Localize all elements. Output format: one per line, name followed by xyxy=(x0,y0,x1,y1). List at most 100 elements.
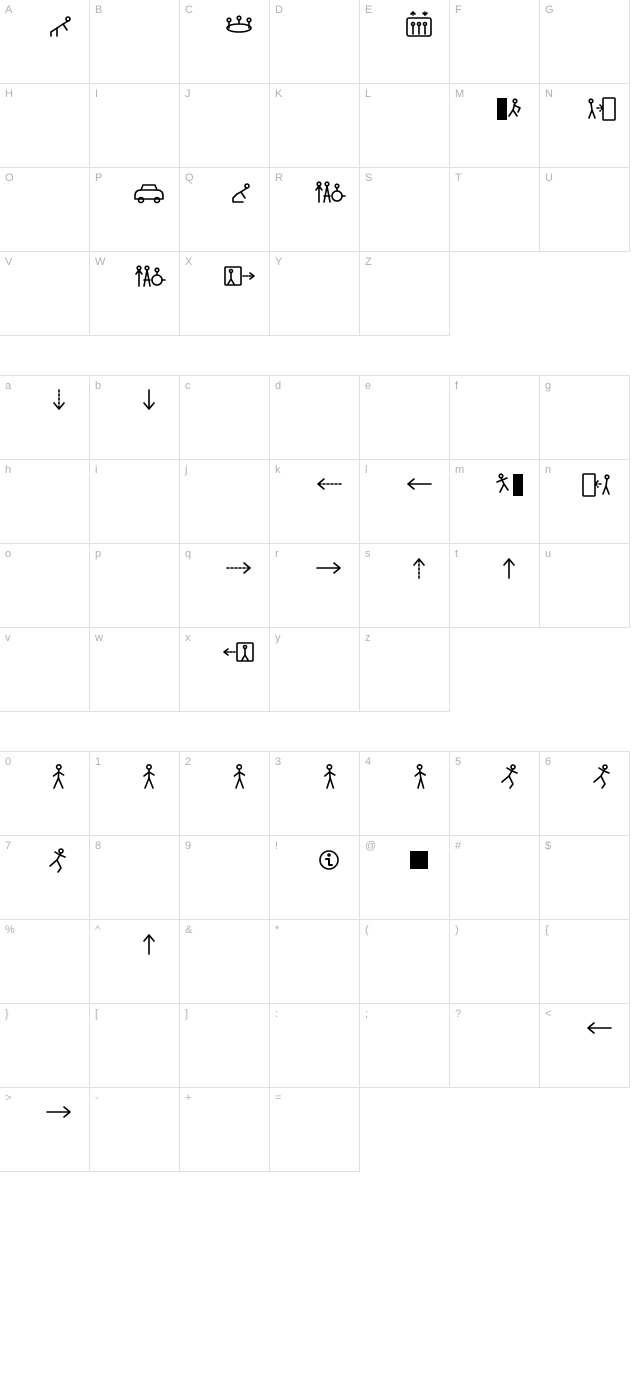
glyph-cell[interactable]: K xyxy=(269,83,360,168)
cell-label: ! xyxy=(275,840,278,852)
glyph-cell[interactable]: 8 xyxy=(89,835,180,920)
glyph-cell[interactable]: E xyxy=(359,0,450,84)
glyph-cell[interactable]: 1 xyxy=(89,751,180,836)
cell-label: @ xyxy=(365,840,376,852)
glyph-cell[interactable]: y xyxy=(269,627,360,712)
glyph-cell[interactable]: 2 xyxy=(179,751,270,836)
glyph-cell[interactable]: ; xyxy=(359,1003,450,1088)
glyph-cell[interactable]: x xyxy=(179,627,270,712)
glyph-cell[interactable]: I xyxy=(89,83,180,168)
cell-label: r xyxy=(275,548,279,560)
glyph-cell[interactable]: d xyxy=(269,375,360,460)
glyph-cell[interactable]: e xyxy=(359,375,450,460)
cell-label: < xyxy=(545,1008,551,1020)
glyph-cell[interactable]: O xyxy=(0,167,90,252)
restroom-trio-icon xyxy=(127,262,171,290)
glyph-cell[interactable]: + xyxy=(179,1087,270,1172)
glyph-cell[interactable]: U xyxy=(539,167,630,252)
glyph-cell[interactable]: # xyxy=(449,835,540,920)
glyph-cell[interactable]: 7 xyxy=(0,835,90,920)
glyph-cell[interactable]: V xyxy=(0,251,90,336)
glyph-cell[interactable]: < xyxy=(539,1003,630,1088)
glyph-cell[interactable]: M xyxy=(449,83,540,168)
cell-label: 6 xyxy=(545,756,551,768)
glyph-cell[interactable]: - xyxy=(89,1087,180,1172)
glyph-cell[interactable]: N xyxy=(539,83,630,168)
glyph-cell[interactable]: l xyxy=(359,459,450,544)
glyph-cell[interactable]: r xyxy=(269,543,360,628)
glyph-cell[interactable]: P xyxy=(89,167,180,252)
glyph-cell[interactable]: 6 xyxy=(539,751,630,836)
glyph-cell[interactable]: i xyxy=(89,459,180,544)
glyph-cell[interactable]: 4 xyxy=(359,751,450,836)
glyph-cell[interactable]: & xyxy=(179,919,270,1004)
glyph-cell[interactable]: = xyxy=(269,1087,360,1172)
glyph-cell[interactable]: 3 xyxy=(269,751,360,836)
glyph-cell[interactable]: W xyxy=(89,251,180,336)
glyph-cell[interactable]: ^ xyxy=(89,919,180,1004)
glyph-cell[interactable]: w xyxy=(89,627,180,712)
glyph-cell[interactable]: z xyxy=(359,627,450,712)
glyph-cell[interactable]: 5 xyxy=(449,751,540,836)
glyph-cell[interactable]: C xyxy=(179,0,270,84)
glyph-cell[interactable]: H xyxy=(0,83,90,168)
glyph-cell[interactable]: k xyxy=(269,459,360,544)
glyph-cell[interactable]: A xyxy=(0,0,90,84)
glyph-cell[interactable]: T xyxy=(449,167,540,252)
glyph-cell[interactable]: f xyxy=(449,375,540,460)
glyph-cell[interactable]: ( xyxy=(359,919,450,1004)
glyph-cell[interactable]: ! xyxy=(269,835,360,920)
glyph-cell[interactable]: X xyxy=(179,251,270,336)
arrow-up-icon xyxy=(487,554,531,582)
glyph-cell[interactable]: a xyxy=(0,375,90,460)
cell-label: e xyxy=(365,380,371,392)
cell-label: 0 xyxy=(5,756,11,768)
glyph-cell[interactable]: * xyxy=(269,919,360,1004)
cell-label: g xyxy=(545,380,551,392)
glyph-cell[interactable]: 0 xyxy=(0,751,90,836)
glyph-cell[interactable]: Q xyxy=(179,167,270,252)
glyph-cell[interactable]: L xyxy=(359,83,450,168)
glyph-cell[interactable]: : xyxy=(269,1003,360,1088)
glyph-cell[interactable]: G xyxy=(539,0,630,84)
glyph-cell[interactable]: { xyxy=(539,919,630,1004)
glyph-cell[interactable]: v xyxy=(0,627,90,712)
glyph-cell[interactable]: ? xyxy=(449,1003,540,1088)
glyph-cell[interactable]: m xyxy=(449,459,540,544)
glyph-cell[interactable]: R xyxy=(269,167,360,252)
glyph-cell[interactable]: q xyxy=(179,543,270,628)
glyph-cell[interactable]: Y xyxy=(269,251,360,336)
glyph-cell[interactable]: o xyxy=(0,543,90,628)
glyph-cell[interactable]: b xyxy=(89,375,180,460)
glyph-cell[interactable]: g xyxy=(539,375,630,460)
glyph-cell[interactable]: 9 xyxy=(179,835,270,920)
glyph-cell[interactable]: ) xyxy=(449,919,540,1004)
glyph-cell[interactable]: s xyxy=(359,543,450,628)
glyph-cell[interactable]: S xyxy=(359,167,450,252)
glyph-cell[interactable]: > xyxy=(0,1087,90,1172)
glyph-cell[interactable]: $ xyxy=(539,835,630,920)
glyph-cell[interactable]: ] xyxy=(179,1003,270,1088)
info-circle-icon xyxy=(307,846,351,874)
glyph-cell[interactable]: B xyxy=(89,0,180,84)
glyph-cell[interactable]: u xyxy=(539,543,630,628)
glyph-cell[interactable]: j xyxy=(179,459,270,544)
glyph-cell[interactable]: @ xyxy=(359,835,450,920)
glyph-cell[interactable]: [ xyxy=(89,1003,180,1088)
glyph-cell[interactable]: c xyxy=(179,375,270,460)
arrow-left-dotted-icon xyxy=(307,470,351,498)
glyph-cell[interactable]: % xyxy=(0,919,90,1004)
glyph-cell[interactable]: Z xyxy=(359,251,450,336)
glyph-cell[interactable]: J xyxy=(179,83,270,168)
glyph-cell[interactable]: } xyxy=(0,1003,90,1088)
cell-label: 2 xyxy=(185,756,191,768)
glyph-cell[interactable]: n xyxy=(539,459,630,544)
glyph-cell[interactable]: p xyxy=(89,543,180,628)
cell-label: 8 xyxy=(95,840,101,852)
cell-label: L xyxy=(365,88,371,100)
glyph-cell[interactable]: D xyxy=(269,0,360,84)
glyph-cell[interactable]: F xyxy=(449,0,540,84)
glyph-cell[interactable]: h xyxy=(0,459,90,544)
cell-label: t xyxy=(455,548,458,560)
glyph-cell[interactable]: t xyxy=(449,543,540,628)
